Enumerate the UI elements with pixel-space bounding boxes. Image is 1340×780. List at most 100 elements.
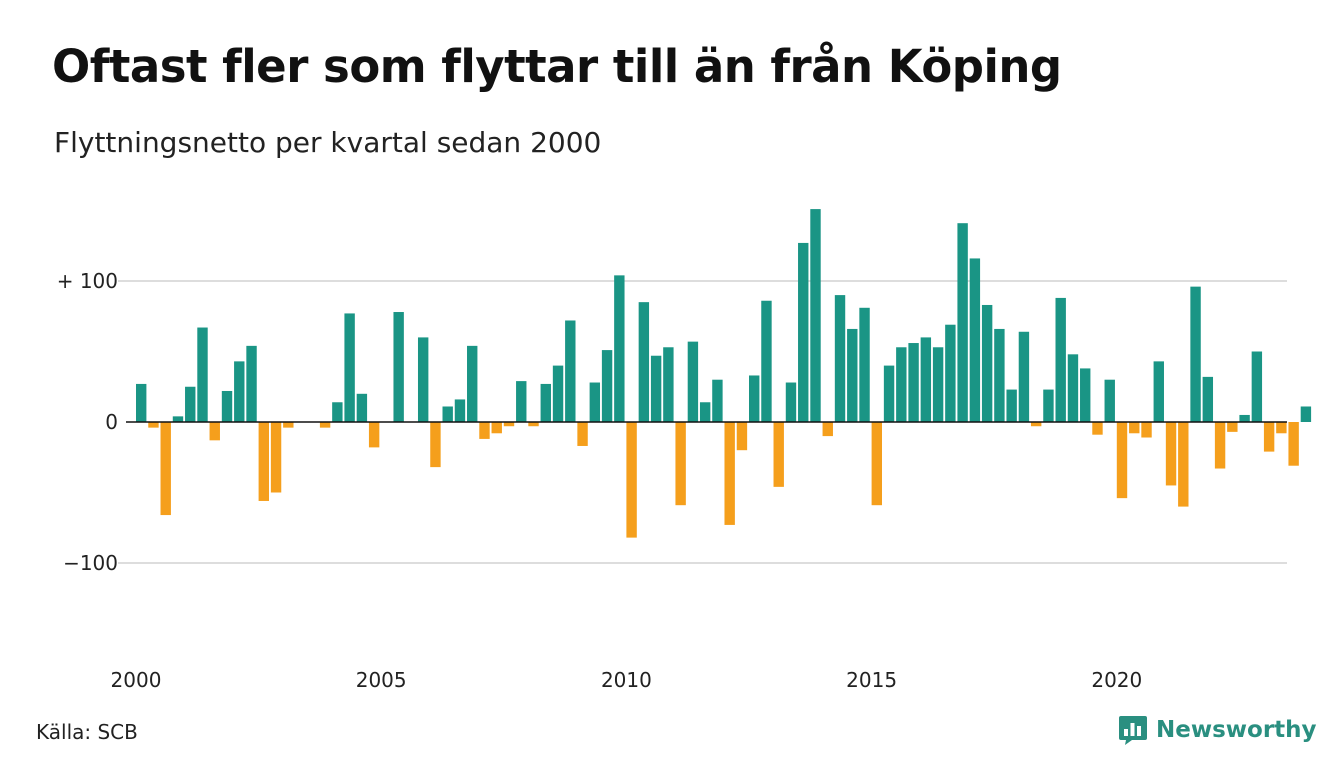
bar <box>516 381 527 422</box>
bar <box>650 355 662 422</box>
bar <box>1251 351 1263 422</box>
bar <box>687 341 699 422</box>
bar <box>430 422 441 468</box>
x-tick-label: 2000 <box>111 668 162 692</box>
bar <box>1165 422 1177 486</box>
bar <box>479 422 490 439</box>
bar <box>871 422 882 506</box>
bar <box>270 422 282 493</box>
brand-logo: Newsworthy <box>1118 714 1317 746</box>
bar <box>1129 422 1140 434</box>
bar <box>896 347 907 422</box>
bar <box>994 328 1005 422</box>
bar <box>981 304 993 422</box>
bar <box>749 375 760 422</box>
bar <box>234 361 245 422</box>
bar <box>136 383 147 422</box>
bar <box>1300 406 1312 422</box>
x-tick-label: 2005 <box>356 668 407 692</box>
bar <box>920 337 932 422</box>
y-tick-label: −100 <box>63 551 118 575</box>
bar <box>1067 354 1079 422</box>
bar <box>332 402 343 422</box>
bar <box>344 313 355 422</box>
bar <box>969 258 981 422</box>
bar <box>172 416 184 422</box>
bar <box>577 422 588 446</box>
bar <box>246 345 257 422</box>
newsworthy-logo-icon <box>1119 716 1147 745</box>
bar <box>589 382 601 422</box>
bar <box>712 379 723 422</box>
bar <box>1141 422 1152 438</box>
bar <box>148 422 159 428</box>
bar <box>834 295 846 422</box>
bar <box>417 337 429 422</box>
bar <box>1153 361 1164 422</box>
bar <box>503 422 515 427</box>
bar <box>454 399 466 422</box>
bar <box>847 328 858 422</box>
bar <box>1018 331 1030 422</box>
bar <box>1006 389 1017 422</box>
bar <box>467 345 478 422</box>
bar <box>356 393 368 422</box>
bar <box>209 422 220 441</box>
bar <box>1263 422 1275 452</box>
bar <box>1116 422 1128 499</box>
chart-title: Oftast fler som flyttar till än från Köp… <box>52 40 1062 93</box>
bar <box>1030 422 1042 427</box>
bar <box>883 365 895 422</box>
bar <box>1043 389 1054 422</box>
bar <box>393 312 404 422</box>
bar <box>1214 422 1226 469</box>
x-tick-label: 2020 <box>1091 668 1142 692</box>
bar <box>785 382 797 422</box>
bar <box>565 320 576 422</box>
x-tick-label: 2015 <box>846 668 897 692</box>
bar <box>957 223 968 422</box>
bar <box>908 343 919 422</box>
chart-subtitle: Flyttningsnetto per kvartal sedan 2000 <box>54 126 602 159</box>
bar <box>859 307 870 422</box>
bar <box>319 422 331 428</box>
bar <box>626 422 637 538</box>
bar <box>1104 379 1115 422</box>
source-note: Källa: SCB <box>36 720 138 744</box>
bar <box>773 422 784 487</box>
bar <box>1080 368 1091 422</box>
bar <box>1055 297 1066 422</box>
bar <box>1202 376 1214 422</box>
bar <box>761 300 772 422</box>
bar <box>638 302 650 422</box>
bar <box>932 347 944 422</box>
x-tick-label: 2010 <box>601 668 652 692</box>
bar <box>699 402 711 422</box>
bar <box>663 347 674 422</box>
bar <box>945 324 956 422</box>
bar <box>185 386 196 422</box>
bar <box>368 422 380 448</box>
bar <box>160 422 171 516</box>
bar <box>1276 422 1287 434</box>
bar <box>1288 422 1299 466</box>
bar <box>675 422 686 506</box>
bar <box>258 422 269 501</box>
bar <box>822 422 833 437</box>
y-tick-label: 0 <box>105 410 118 434</box>
bar <box>614 275 625 422</box>
bar <box>1227 422 1238 432</box>
bar <box>798 242 809 422</box>
bar <box>221 390 233 422</box>
brand-name: Newsworthy <box>1156 717 1317 743</box>
bar <box>552 365 564 422</box>
bar <box>1190 286 1201 422</box>
bar <box>1239 414 1250 422</box>
bar <box>442 406 453 422</box>
bar <box>540 383 551 422</box>
bar <box>810 209 821 422</box>
bar <box>1178 422 1189 507</box>
bar <box>1092 422 1103 435</box>
bar <box>736 422 748 451</box>
